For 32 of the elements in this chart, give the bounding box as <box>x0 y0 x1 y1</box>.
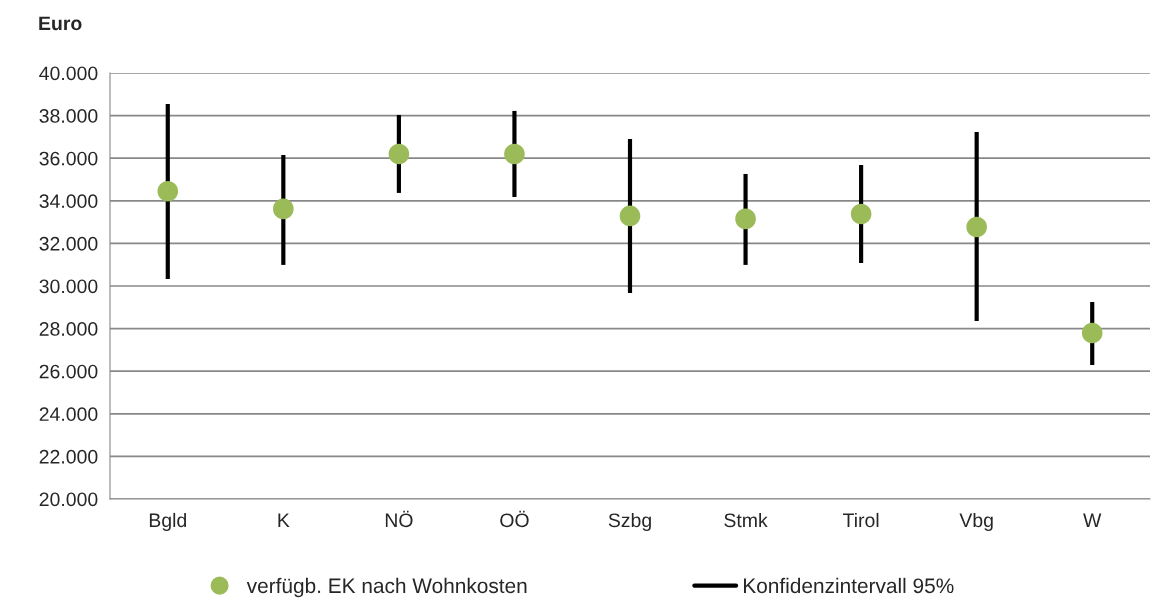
x-tick-label: Tirol <box>843 512 879 528</box>
y-tick-label: 30.000 <box>39 279 98 294</box>
y-tick-label: 20.000 <box>39 492 98 507</box>
text: Konfidenzintervall 95% <box>744 577 954 594</box>
x-tick-label: Szbg <box>608 512 651 532</box>
y-axis-title: Euro <box>39 16 82 31</box>
x-tick-label: Bgld <box>149 512 186 532</box>
point <box>504 143 525 165</box>
y-tick-label: 24.000 <box>39 407 98 422</box>
y-tick-label: 32.000 <box>39 236 98 251</box>
y-tick-label: 34.000 <box>39 194 98 209</box>
point <box>735 208 756 230</box>
point <box>388 143 410 165</box>
x-tick-label: K <box>278 513 290 527</box>
legend-label: verfügb. EK nach Wohnkosten <box>246 577 527 598</box>
y-tick-label: 26.000 <box>39 364 98 379</box>
point <box>273 198 294 220</box>
x-tick-label: Stmk <box>724 512 768 528</box>
y-tick-label: 22.000 <box>39 449 98 464</box>
x-tick-label: Vbg <box>959 512 993 532</box>
point <box>157 180 179 202</box>
x-tick-label: W <box>1083 513 1102 527</box>
x-tick-label: OÖ <box>500 510 529 528</box>
point <box>1081 322 1103 344</box>
x-tick-label: NÖ <box>385 510 413 528</box>
point <box>966 216 987 238</box>
point <box>619 205 641 227</box>
point <box>850 203 872 225</box>
y-tick-label: 40.000 <box>39 66 98 81</box>
y-tick-label: 28.000 <box>39 322 98 336</box>
y-tick-label: 38.000 <box>39 109 98 123</box>
y-tick-label: 36.000 <box>39 151 98 166</box>
